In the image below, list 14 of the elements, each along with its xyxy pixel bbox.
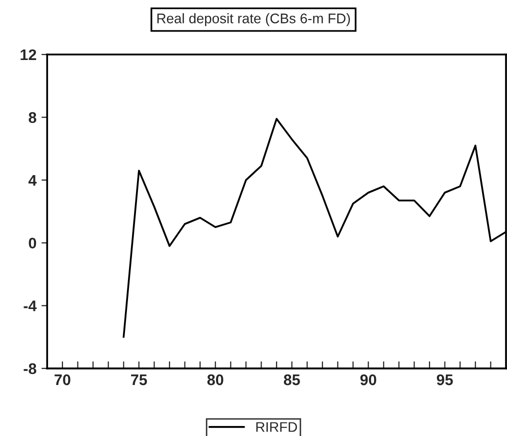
- x-tick-label: 75: [131, 374, 147, 386]
- x-tick-label: 80: [207, 374, 224, 386]
- y-tick-label: 8: [28, 112, 36, 123]
- x-tick-label: 85: [284, 374, 300, 386]
- x-tick-label: 90: [360, 374, 376, 386]
- y-tick-label: -4: [24, 300, 37, 312]
- y-tick-label: -8: [24, 363, 36, 374]
- x-tick-label: 70: [54, 374, 70, 386]
- x-tick-label: 95: [436, 374, 453, 386]
- y-tick-label: 0: [28, 238, 36, 249]
- y-tick-label: 4: [28, 175, 37, 186]
- legend-label: RIRFD: [256, 422, 297, 432]
- y-tick-label: 12: [20, 49, 36, 60]
- chart-title: Real deposit rate (CBs 6-m FD): [157, 13, 350, 26]
